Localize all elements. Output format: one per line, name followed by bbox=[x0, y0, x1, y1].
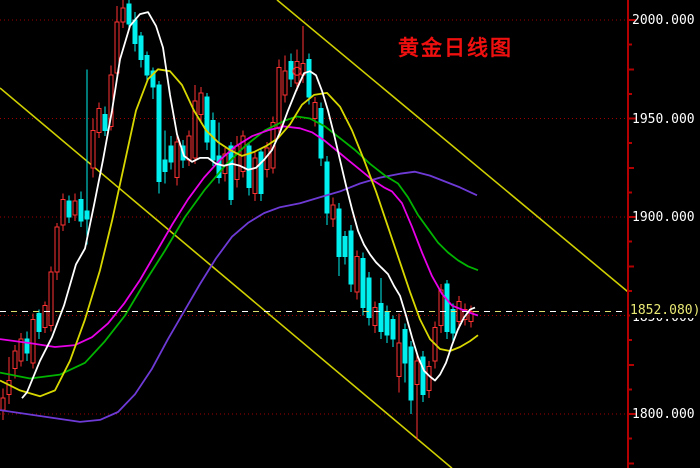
candle-body-down bbox=[324, 161, 330, 214]
candle-body-down bbox=[132, 19, 138, 45]
candle-body-down bbox=[318, 108, 324, 159]
candle-body-down bbox=[336, 208, 342, 257]
candle-body-up bbox=[60, 198, 66, 226]
candle-body-down bbox=[162, 159, 168, 173]
candle-body-down bbox=[360, 257, 366, 309]
candle-body-down bbox=[348, 230, 354, 285]
candle-body-up bbox=[96, 108, 102, 133]
price-axis-label: 1900.000 bbox=[632, 210, 695, 225]
candle-body-up bbox=[6, 380, 12, 395]
candle-body-up bbox=[456, 301, 462, 322]
candle-body-up bbox=[192, 100, 198, 159]
current-price-label: 1852.080) bbox=[630, 303, 700, 319]
candle-body-down bbox=[306, 58, 312, 98]
candle-body-up bbox=[468, 311, 474, 322]
candle-body-down bbox=[216, 155, 222, 179]
candle-body-up bbox=[372, 307, 378, 326]
candle-body-up bbox=[276, 66, 282, 129]
candle-body-down bbox=[156, 84, 162, 183]
candle-body-up bbox=[240, 135, 246, 173]
candle-body-down bbox=[228, 145, 234, 200]
candle-body-down bbox=[378, 303, 384, 332]
ma-white-line bbox=[21, 11, 476, 399]
candle-body-up bbox=[198, 92, 204, 116]
candle-body-down bbox=[204, 96, 210, 143]
current-price-marker: ) bbox=[692, 303, 700, 319]
candle-body-down bbox=[384, 311, 390, 336]
candle-body-down bbox=[444, 283, 450, 332]
chart-title: 黄金日线图 bbox=[398, 37, 513, 60]
candle-body-down bbox=[36, 313, 42, 332]
candle-body-down bbox=[402, 328, 408, 364]
candle-body-down bbox=[258, 151, 264, 194]
price-axis-label: 1950.000 bbox=[632, 111, 695, 127]
candle-body-up bbox=[90, 129, 96, 169]
ma-green-line bbox=[0, 115, 479, 380]
candle-body-down bbox=[84, 210, 90, 220]
candle-body-down bbox=[288, 60, 294, 80]
candle-body-up bbox=[312, 102, 318, 119]
candle-body-down bbox=[138, 35, 144, 60]
candle-body-up bbox=[294, 60, 300, 84]
candle-body-up bbox=[252, 157, 258, 194]
candle-body-up bbox=[354, 255, 360, 293]
candle-body-down bbox=[102, 114, 108, 131]
candle-body-down bbox=[420, 356, 426, 395]
ma-yellow-line bbox=[0, 68, 479, 398]
candle-body-up bbox=[120, 7, 126, 23]
ma-purple-line bbox=[0, 170, 478, 423]
candle-body-down bbox=[210, 119, 216, 161]
candle-body-up bbox=[54, 226, 60, 273]
candle-body-down bbox=[342, 236, 348, 257]
candle-body-up bbox=[186, 135, 192, 161]
candle-body-down bbox=[78, 198, 84, 222]
candle-body-up bbox=[414, 360, 420, 385]
channel-upper-trendline[interactable] bbox=[276, 0, 629, 293]
candle-body-down bbox=[150, 70, 156, 88]
candle-body-down bbox=[408, 346, 414, 401]
candle-body-up bbox=[438, 289, 444, 326]
circle-annotation bbox=[292, 66, 302, 76]
candle-body-down bbox=[366, 277, 372, 318]
candle-body-up bbox=[42, 305, 48, 328]
candle-body-up bbox=[174, 141, 180, 179]
price-axis-label: 1800.000 bbox=[632, 407, 695, 422]
candle-body-down bbox=[246, 145, 252, 188]
candle-body-up bbox=[330, 204, 336, 220]
candle-body-up bbox=[282, 70, 288, 96]
channel-lower-trendline[interactable] bbox=[0, 87, 453, 468]
candle-body-down bbox=[168, 145, 174, 163]
candle-body-up bbox=[30, 318, 36, 364]
candle-body-down bbox=[450, 309, 456, 334]
candle-body-up bbox=[48, 271, 54, 326]
candle-body-up bbox=[234, 145, 240, 181]
candle-body-up bbox=[396, 342, 402, 378]
current-price-value: 1852.080 bbox=[630, 303, 693, 319]
candle-body-down bbox=[66, 200, 72, 218]
candle-body-up bbox=[12, 350, 18, 370]
candle-body-down bbox=[24, 338, 30, 354]
candle-body-up bbox=[426, 366, 432, 391]
candle-body-down bbox=[390, 318, 396, 340]
candle-body-up bbox=[18, 338, 24, 362]
price-axis-label: 2000.000 bbox=[632, 13, 695, 28]
candle-body-up bbox=[72, 200, 78, 216]
candle-body-down bbox=[144, 54, 150, 76]
ma-magenta-line bbox=[0, 125, 479, 348]
candle-body-down bbox=[126, 3, 132, 25]
candle-body-up bbox=[0, 397, 6, 411]
